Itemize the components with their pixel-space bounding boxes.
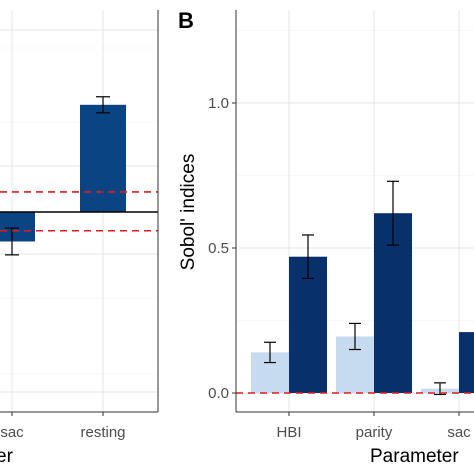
panel-b-y-tick-label: 1.0	[208, 95, 229, 112]
panel-a-bar-sac	[0, 212, 35, 242]
panel-a-bar-resting	[80, 104, 126, 212]
panel-b-bar-sac-series-2	[459, 332, 474, 393]
panel-b-x-tick-label-parity: parity	[356, 424, 393, 441]
panel-a-plot-area	[0, 10, 158, 412]
panel-b-x-tick-label-sac: sac	[447, 424, 471, 441]
panel-a-x-axis-title: er	[0, 446, 14, 467]
panel-b-x-tick-label-HBI: HBI	[276, 424, 301, 441]
panel-a-x-tick-label-resting: resting	[80, 424, 125, 441]
panel-b-bar-HBI-series-2	[289, 256, 327, 393]
panel-b-x-axis-title: Parameter	[370, 446, 459, 467]
panel-b-y-tick-label: 0.5	[208, 240, 229, 257]
panel-b-sobol-chart: B 0.0 0.5 1.0 HBI parity sac Sobol' indices Para…	[178, 8, 474, 467]
panel-a-sensitivity-chart: sac resting er	[0, 10, 159, 467]
panel-b-y-axis-title: Sobol' indices	[178, 154, 199, 271]
panel-a-x-tick-label-sac: sac	[0, 424, 24, 441]
panel-b-y-tick-label: 0.0	[208, 385, 229, 402]
panel-b-label: B	[178, 8, 194, 33]
